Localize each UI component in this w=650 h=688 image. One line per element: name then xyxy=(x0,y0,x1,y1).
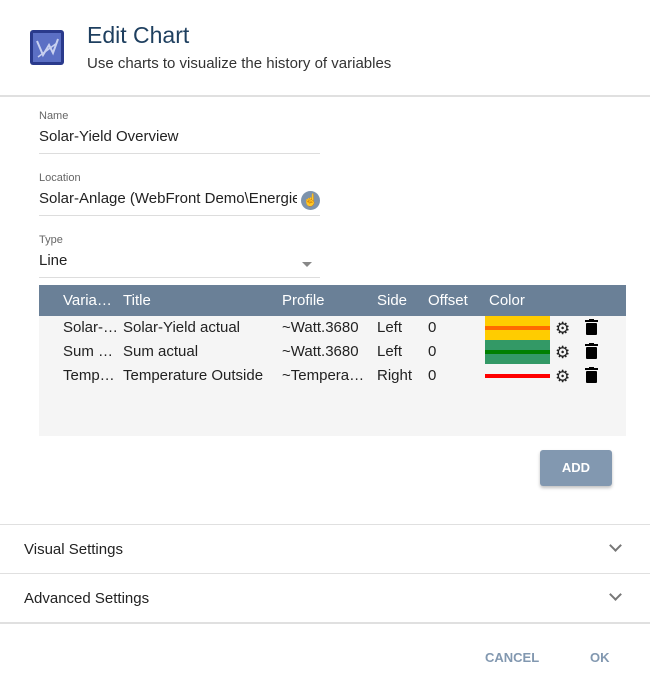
col-title[interactable]: Title xyxy=(123,292,151,309)
dialog-title: Edit Chart xyxy=(87,22,190,48)
line-color xyxy=(485,326,550,330)
select-object-icon[interactable]: ☝ xyxy=(301,191,320,210)
color-swatch[interactable] xyxy=(485,364,550,388)
location-field[interactable]: Location Solar-Anlage (WebFront Demo\Ene… xyxy=(39,172,320,216)
trash-icon[interactable] xyxy=(585,367,598,388)
advanced-settings-label: Advanced Settings xyxy=(24,590,150,607)
table-header: Varia… Title Profile Side Offset Color xyxy=(39,285,626,316)
cell-profile: ~Tempera… xyxy=(282,367,365,384)
dropdown-arrow-icon[interactable] xyxy=(302,262,312,267)
cell-variable: Solar-… xyxy=(63,319,119,336)
visual-settings-label: Visual Settings xyxy=(24,541,123,558)
cell-variable: Temp… xyxy=(63,367,115,384)
gear-icon[interactable]: ⚙ xyxy=(555,319,571,338)
chevron-down-icon[interactable] xyxy=(609,588,622,601)
name-label: Name xyxy=(39,110,69,122)
trash-icon[interactable] xyxy=(585,343,598,364)
cell-profile: ~Watt.3680 xyxy=(282,319,359,336)
type-value[interactable]: Line xyxy=(39,252,68,269)
cell-offset: 0 xyxy=(428,319,437,336)
add-button[interactable]: ADD xyxy=(540,450,612,486)
dialog-footer: CANCEL OK xyxy=(0,622,650,688)
cancel-button[interactable]: CANCEL xyxy=(485,650,540,665)
line-color xyxy=(485,350,550,354)
line-color xyxy=(485,374,550,378)
chevron-down-icon[interactable] xyxy=(609,539,622,552)
table-row[interactable]: Solar-… Solar-Yield actual ~Watt.3680 Left 0… xyxy=(39,316,626,340)
location-input[interactable]: Solar-Anlage (WebFront Demo\Energie) xyxy=(39,190,297,207)
cell-variable: Sum … xyxy=(63,343,114,360)
cell-title: Temperature Outside xyxy=(123,367,264,384)
col-offset[interactable]: Offset xyxy=(428,292,468,309)
col-color[interactable]: Color xyxy=(489,292,525,309)
dialog-subtitle: Use charts to visualize the history of v… xyxy=(87,55,392,72)
dialog-header: Edit Chart Use charts to visualize the h… xyxy=(0,0,650,97)
name-input[interactable]: Solar-Yield Overview xyxy=(39,128,179,145)
cell-offset: 0 xyxy=(428,343,437,360)
location-label: Location xyxy=(39,172,81,184)
table-row[interactable]: Temp… Temperature Outside ~Tempera… Right 0 ⚙ xyxy=(39,364,626,388)
cell-side: Left xyxy=(377,343,403,360)
gear-icon[interactable]: ⚙ xyxy=(555,367,571,386)
trash-icon[interactable] xyxy=(585,319,598,340)
color-swatch[interactable] xyxy=(485,316,550,340)
cell-offset: 0 xyxy=(428,367,437,384)
col-side[interactable]: Side xyxy=(377,292,408,309)
gear-icon[interactable]: ⚙ xyxy=(555,343,571,362)
table-row[interactable]: Sum … Sum actual ~Watt.3680 Left 0 ⚙ xyxy=(39,340,626,364)
col-profile[interactable]: Profile xyxy=(282,292,325,309)
col-variable[interactable]: Varia… xyxy=(63,292,112,309)
cell-profile: ~Watt.3680 xyxy=(282,343,359,360)
cell-title: Sum actual xyxy=(123,343,199,360)
advanced-settings-section[interactable]: Advanced Settings xyxy=(0,573,650,622)
cell-side: Right xyxy=(377,367,413,384)
variables-table: Varia… Title Profile Side Offset Color S… xyxy=(39,285,626,436)
chart-logo-icon xyxy=(30,30,64,65)
visual-settings-section[interactable]: Visual Settings xyxy=(0,524,650,573)
type-label: Type xyxy=(39,234,63,246)
type-select[interactable]: Type Line xyxy=(39,234,320,278)
ok-button[interactable]: OK xyxy=(590,650,610,665)
name-field[interactable]: Name Solar-Yield Overview xyxy=(39,110,320,154)
cell-title: Solar-Yield actual xyxy=(123,319,241,336)
cell-side: Left xyxy=(377,319,403,336)
color-swatch[interactable] xyxy=(485,340,550,364)
